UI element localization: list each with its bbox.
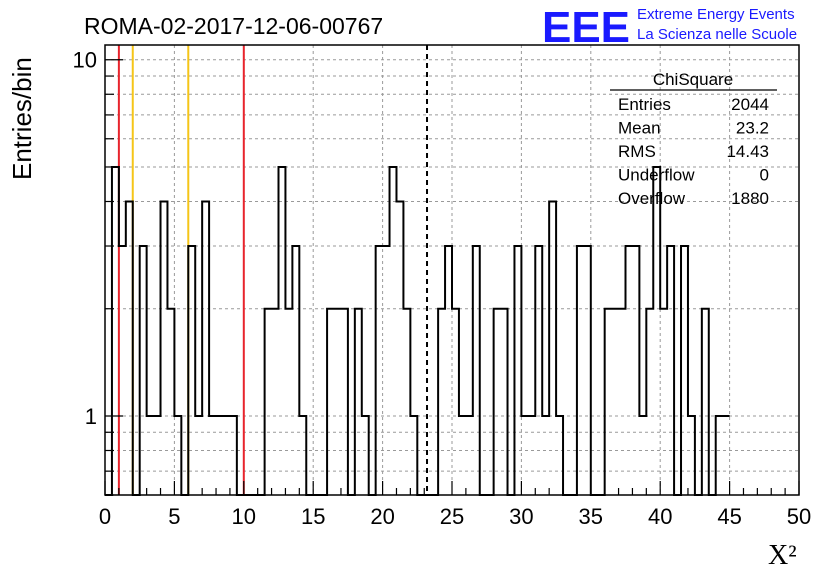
x-tick-label: 5 [168, 504, 180, 529]
stats-value: 14.43 [726, 142, 769, 161]
axes: 0 5 10 15 20 25 30 35 40 45 50 1 10 [73, 48, 812, 529]
eee-logo-line1: Extreme Energy Events [637, 6, 795, 23]
x-axis-label: X² [768, 540, 797, 571]
stats-value: 2044 [731, 95, 769, 114]
stats-value: 1880 [731, 189, 769, 208]
stats-label: Mean [618, 119, 661, 138]
stats-label: Underflow [618, 166, 695, 185]
chart-title: ROMA-02-2017-12-06-00767 [84, 13, 383, 39]
stats-label: RMS [618, 142, 656, 161]
x-tick-label: 20 [370, 504, 394, 529]
reference-lines [117, 45, 429, 495]
eee-logo: EEE Extreme Energy Events La Scienza nel… [542, 3, 797, 52]
histogram-outline [105, 165, 730, 496]
stats-box-title: ChiSquare [653, 70, 733, 89]
x-tick-label: 10 [232, 504, 256, 529]
stats-box: ChiSquare Entries 2044 Mean 23.2 RMS 14.43 Unde… [610, 70, 777, 208]
x-tick-label: 40 [648, 504, 672, 529]
stats-label: Entries [618, 95, 671, 114]
stats-value: 23.2 [736, 119, 769, 138]
x-tick-label: 35 [579, 504, 603, 529]
x-tick-label: 50 [787, 504, 811, 529]
y-axis-label: Entries/bin [7, 57, 37, 180]
y-tick-label: 1 [85, 404, 97, 429]
x-tick-label: 25 [440, 504, 464, 529]
stats-value: 0 [760, 166, 769, 185]
x-tick-label: 30 [509, 504, 533, 529]
x-tick-label: 0 [99, 504, 111, 529]
x-tick-label: 15 [301, 504, 325, 529]
x-tick-label: 45 [717, 504, 741, 529]
stats-label: Overflow [618, 189, 686, 208]
eee-logo-line2: La Scienza nelle Scuole [637, 26, 797, 43]
eee-logo-mark: EEE [542, 3, 630, 52]
y-tick-label: 10 [73, 48, 97, 73]
